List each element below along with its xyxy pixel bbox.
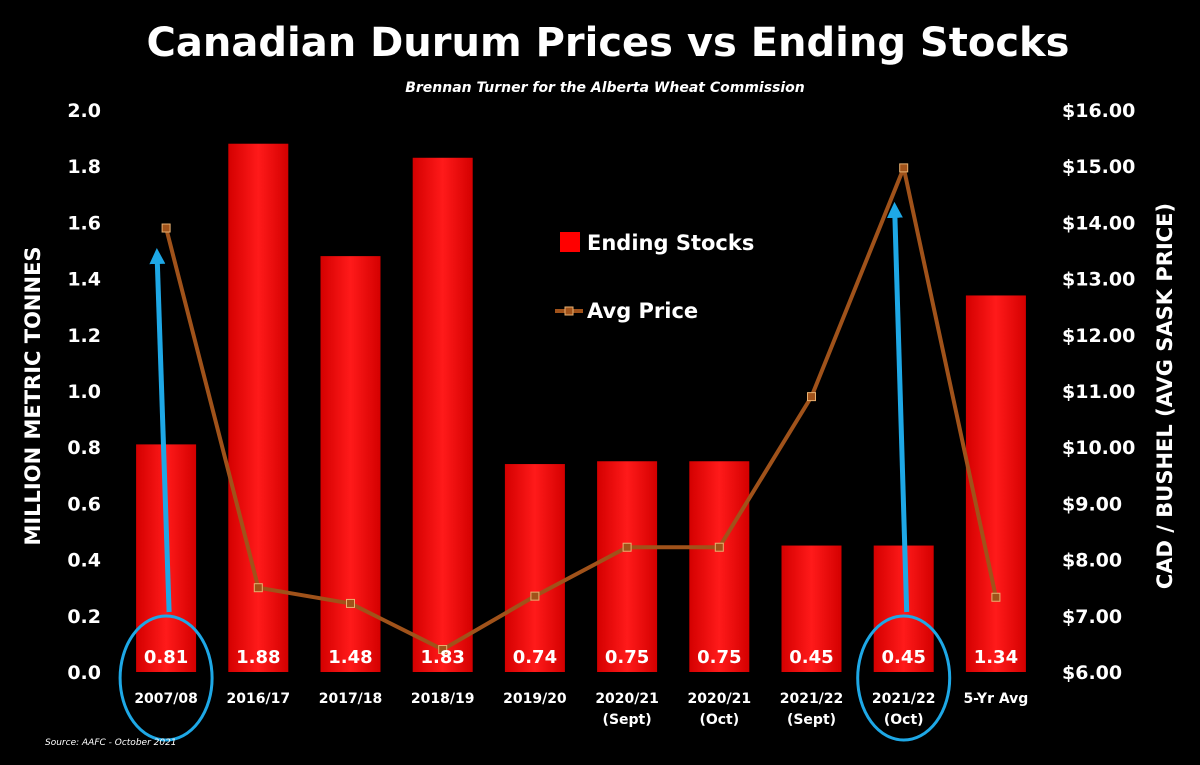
chart-subtitle: Brennan Turner for the Alberta Wheat Com… [405, 80, 805, 96]
category-label: 5-Yr Avg [963, 691, 1028, 707]
category-label: 2017/18 [319, 691, 383, 707]
category-label-line: (Oct) [699, 712, 739, 728]
category-label: 2021/22 (Sept) [780, 691, 844, 728]
y-tick-label: 1.0 [67, 381, 101, 403]
bar-value-label: 1.88 [236, 647, 280, 668]
bar-6 [597, 461, 658, 672]
bars-group [136, 143, 1026, 673]
category-label-line: 2019/20 [503, 691, 567, 707]
highlight-arrow-1 [149, 248, 172, 613]
y2-tick-label: $7.00 [1062, 606, 1122, 628]
price-point-7 [714, 542, 724, 552]
legend-swatch-ending-stocks [560, 232, 580, 252]
y-tick-label: 0.8 [67, 437, 101, 459]
category-label-line: (Sept) [603, 712, 652, 728]
y2-tick-label: $8.00 [1062, 550, 1122, 572]
chart-title: Canadian Durum Prices vs Ending Stocks [147, 20, 1070, 66]
category-label: 2016/17 [227, 691, 291, 707]
y2-tick-label: $10.00 [1062, 437, 1135, 459]
y2-tick-label: $9.00 [1062, 493, 1122, 515]
category-label: 2019/20 [503, 691, 567, 707]
price-point-9 [899, 163, 909, 173]
category-label-line: 2021/22 [872, 691, 936, 707]
legend-marker-avg-price [564, 306, 574, 316]
price-line [164, 165, 998, 652]
right-axis-title: CAD / BUSHEL (AVG SASK PRICE) [1153, 203, 1177, 589]
y-tick-label: 0.0 [67, 662, 101, 684]
price-point-2 [253, 583, 263, 593]
bar-value-label: 1.34 [974, 647, 1018, 668]
legend-label-ending-stocks: Ending Stocks [587, 231, 754, 255]
legend: Ending Stocks Avg Price [555, 231, 754, 323]
category-label-line: 5-Yr Avg [963, 691, 1028, 707]
y-tick-label: 0.6 [67, 493, 101, 515]
category-label: 2020/21 (Oct) [688, 691, 752, 728]
bar-value-label: 0.74 [513, 647, 557, 668]
y2-tick-label: $12.00 [1062, 325, 1135, 347]
category-labels: 2007/08 2016/17 2017/18 2018/19 2019/20 2020/… [134, 691, 1028, 728]
legend-label-avg-price: Avg Price [587, 299, 698, 323]
price-line-group [161, 163, 1001, 655]
highlight-ellipse-2 [856, 614, 952, 742]
right-axis-ticks: $6.00 $7.00 $8.00 $9.00 $10.00 $11.00 $12.00 $1… [1062, 100, 1135, 684]
bar-value-label: 1.48 [328, 647, 372, 668]
y-tick-label: 1.6 [67, 212, 101, 234]
category-label-line: (Oct) [884, 712, 924, 728]
bar-value-label: 1.83 [420, 647, 464, 668]
bar-4 [412, 157, 473, 672]
y-tick-label: 0.4 [67, 550, 101, 572]
category-label: 2021/22 (Oct) [872, 691, 936, 728]
highlight-ellipse-1 [118, 614, 214, 742]
price-point-4 [438, 645, 448, 655]
bar-value-label: 0.81 [144, 647, 188, 668]
y2-tick-label: $15.00 [1062, 156, 1135, 178]
left-axis-title: MILLION METRIC TONNES [21, 246, 45, 545]
category-label: 2018/19 [411, 691, 475, 707]
price-point-1 [161, 223, 171, 233]
y2-tick-label: $14.00 [1062, 212, 1135, 234]
y2-tick-label: $6.00 [1062, 662, 1122, 684]
bar-5 [504, 464, 565, 672]
y-tick-label: 1.4 [67, 269, 101, 291]
price-point-5 [530, 591, 540, 601]
bar-value-label: 0.75 [697, 647, 741, 668]
category-label-line: 2020/21 [595, 691, 659, 707]
category-label: 2007/08 [134, 691, 198, 707]
source-note: Source: AAFC - October 2021 [45, 738, 177, 748]
bar-value-label: 0.45 [881, 647, 925, 668]
highlight-arrow-2 [886, 201, 910, 613]
bar-10 [965, 295, 1026, 672]
category-label-line: (Sept) [787, 712, 836, 728]
y2-tick-label: $11.00 [1062, 381, 1135, 403]
bar-7 [689, 461, 750, 672]
y-tick-label: 1.2 [67, 325, 101, 347]
left-axis-ticks: 0.0 0.2 0.4 0.6 0.8 1.0 1.2 1.4 1.6 1.8 2.0 [67, 100, 101, 684]
price-point-3 [346, 598, 355, 608]
y-tick-label: 1.8 [67, 156, 101, 178]
category-label-line: 2016/17 [227, 691, 291, 707]
price-point-6 [622, 542, 632, 552]
bar-data-labels: 0.81 1.88 1.48 1.83 0.74 0.75 0.75 0.45 0.45 1.34 [144, 647, 1018, 668]
price-point-10 [991, 592, 1001, 602]
bar-value-label: 0.75 [605, 647, 649, 668]
category-label-line: 2018/19 [411, 691, 475, 707]
bar-8 [781, 545, 842, 672]
y-tick-label: 2.0 [67, 100, 101, 122]
category-label-line: 2017/18 [319, 691, 383, 707]
y2-tick-label: $16.00 [1062, 100, 1135, 122]
category-label: 2020/21 (Sept) [595, 691, 659, 728]
category-label-line: 2020/21 [688, 691, 752, 707]
annotations-group [118, 201, 952, 742]
category-label-line: 2007/08 [134, 691, 198, 707]
bar-3 [320, 256, 381, 672]
bar-value-label: 0.45 [789, 647, 833, 668]
price-point-8 [807, 392, 816, 402]
category-label-line: 2021/22 [780, 691, 844, 707]
y-tick-label: 0.2 [67, 606, 101, 628]
y2-tick-label: $13.00 [1062, 269, 1135, 291]
